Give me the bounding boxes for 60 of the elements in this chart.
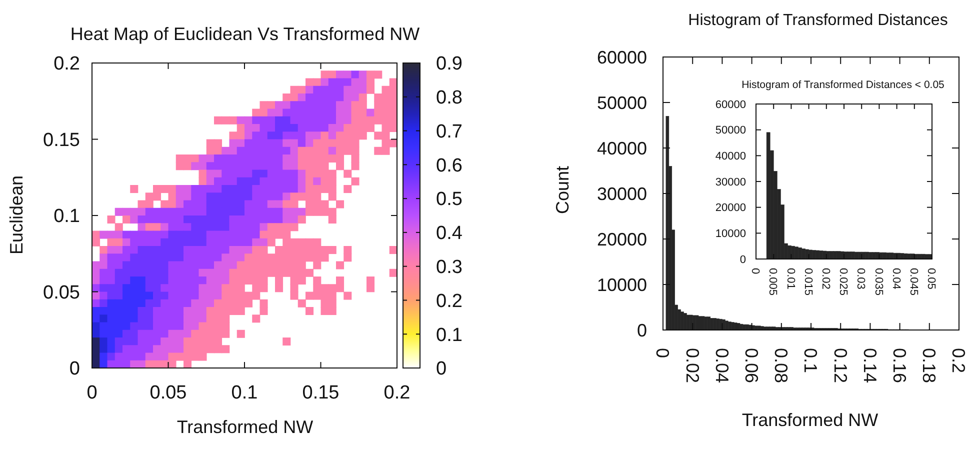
- x-tick-label: 0.04: [890, 268, 902, 290]
- y-tick-label: 10000: [596, 274, 647, 295]
- color-bar-label: 0.3: [436, 256, 462, 278]
- x-tick-label: 0.15: [302, 382, 340, 404]
- x-tick-label: 0.03: [854, 268, 867, 290]
- x-tick-label: 0: [749, 268, 762, 274]
- y-tick-label: 20000: [596, 229, 647, 250]
- x-tick-label: 0: [86, 382, 98, 404]
- y-tick-label: 10000: [715, 228, 746, 240]
- x-tick-label: 0.045: [908, 268, 920, 296]
- x-tick-label: 0: [652, 348, 673, 358]
- x-tick-label: 0.015: [802, 268, 814, 296]
- y-tick-label: 50000: [715, 124, 746, 137]
- x-tick-label: 0.05: [925, 268, 938, 290]
- x-tick-label: 0.12: [830, 348, 850, 384]
- y-tick-label: 40000: [715, 150, 746, 163]
- x-tick-label: 0.1: [800, 348, 821, 374]
- x-tick-label: 0.2: [948, 348, 966, 374]
- x-tick-label: 0.025: [837, 268, 850, 296]
- x-tick-label: 0.18: [919, 348, 940, 384]
- x-tick-label: 0.1: [231, 382, 258, 404]
- y-axis-title: Euclidean: [6, 175, 26, 255]
- y-axis-title: Count: [552, 166, 572, 214]
- x-tick-label: 0.05: [150, 382, 187, 404]
- y-tick-label: 0.15: [43, 130, 80, 151]
- x-tick-label: 0.02: [682, 348, 702, 384]
- x-tick-label: 0.035: [872, 268, 884, 296]
- x-axis-title: Transformed NW: [742, 410, 878, 430]
- y-tick-label: 30000: [596, 184, 647, 204]
- chart-title: Histogram of Transformed Distances < 0.05: [742, 79, 945, 91]
- color-bar-label: 0.4: [436, 223, 463, 244]
- y-tick-label: 0: [740, 254, 746, 266]
- y-tick-label: 20000: [715, 202, 746, 214]
- x-tick-label: 0.04: [712, 348, 732, 384]
- x-tick-label: 0.02: [820, 268, 832, 290]
- y-tick-label: 60000: [596, 47, 647, 68]
- x-tick-label: 0.08: [771, 348, 792, 384]
- x-axis-title: Transformed NW: [176, 417, 314, 437]
- x-tick-label: 0.005: [766, 268, 779, 296]
- color-bar-label: 0.8: [436, 88, 462, 109]
- y-tick-label: 60000: [715, 98, 746, 111]
- color-bar-label: 0.5: [436, 189, 462, 210]
- color-bar-label: 0.1: [436, 324, 462, 346]
- color-bar-label: 0.9: [436, 54, 462, 75]
- y-tick-label: 0.1: [54, 206, 80, 228]
- x-tick-label: 0.06: [742, 348, 762, 384]
- y-tick-label: 0: [636, 320, 647, 340]
- x-tick-label: 0.14: [860, 348, 880, 384]
- chart-title: Histogram of Transformed Distances: [688, 12, 948, 29]
- y-tick-label: 30000: [715, 176, 746, 188]
- x-tick-label: 0.2: [384, 382, 410, 404]
- color-bar-label: 0.2: [436, 290, 462, 312]
- x-tick-label: 0.01: [784, 268, 796, 290]
- chart-title: Heat Map of Euclidean Vs Transformed NW: [70, 24, 420, 44]
- y-tick-label: 0.2: [54, 54, 80, 75]
- y-tick-label: 50000: [596, 92, 647, 113]
- y-tick-label: 40000: [596, 138, 647, 158]
- color-bar-label: 0.7: [436, 121, 462, 142]
- x-tick-label: 0.16: [890, 348, 910, 384]
- color-bar-label: 0.6: [436, 155, 462, 176]
